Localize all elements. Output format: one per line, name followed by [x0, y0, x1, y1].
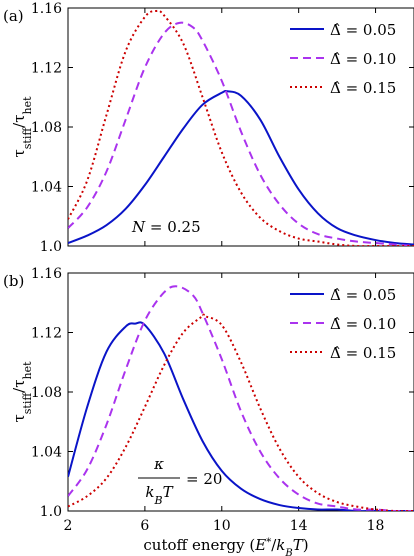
legend-label-3: Δ̂ = 0.15	[330, 79, 396, 97]
x-tick-label: 6	[140, 518, 149, 534]
y-tick-label: 1.08	[31, 385, 62, 401]
ticks-a: 1.0 1.04 1.08 1.12 1.16	[31, 1, 414, 255]
y-tick-label: 1.16	[31, 266, 62, 282]
y-tick-label: 1.04	[31, 445, 62, 461]
legend-label-1: Δ̂ = 0.05	[330, 21, 396, 39]
y-tick-label: 1.12	[31, 326, 62, 342]
ticks-b: 1.0 1.04 1.08 1.12 1.16 2 6 10 14 18	[31, 266, 414, 534]
curves-a	[68, 9, 414, 246]
annotation-a: N = 0.25	[131, 218, 201, 236]
series-line-1	[68, 89, 414, 246]
plot-frame-a	[67, 7, 414, 247]
legend-label-1: Δ̂ = 0.05	[330, 286, 396, 304]
annotation-b: κ kBT = 20	[138, 455, 222, 507]
y-tick-label: 1.08	[31, 120, 62, 136]
series-line-2	[68, 285, 414, 511]
series-line-2	[68, 21, 414, 246]
svg-text:= 20: = 20	[186, 470, 222, 488]
y-tick-label: 1.0	[40, 239, 62, 255]
x-tick-label: 2	[64, 518, 73, 534]
panel-a: 1.0 1.04 1.08 1.12 1.16 (a) τstiff/τhet N = …	[3, 1, 414, 255]
x-tick-label: 10	[213, 518, 231, 534]
x-tick-label: 14	[290, 518, 308, 534]
y-axis-label-a: τstiff/τhet	[10, 96, 34, 158]
y-tick-label: 1.16	[31, 1, 62, 17]
y-axis-label-b: τstiff/τhet	[10, 361, 34, 423]
x-tick-label: 18	[367, 518, 385, 534]
x-axis-label-b: cutoff energy (E*/kBT)	[143, 536, 308, 556]
y-tick-label: 1.0	[40, 504, 62, 520]
y-tick-label: 1.12	[31, 61, 62, 77]
legend-b: Δ̂ = 0.05 Δ̂ = 0.10 Δ̂ = 0.15	[290, 286, 396, 362]
panel-label-a: (a)	[3, 7, 24, 25]
legend-label-2: Δ̂ = 0.10	[330, 315, 396, 333]
y-tick-label: 1.04	[31, 180, 62, 196]
svg-text:kBT: kBT	[145, 483, 173, 507]
series-line-1	[68, 321, 414, 511]
series-line-3	[68, 9, 414, 246]
legend-label-2: Δ̂ = 0.10	[330, 50, 396, 68]
curves-b	[68, 285, 414, 511]
plot-frame-b	[67, 272, 414, 512]
panel-b: 1.0 1.04 1.08 1.12 1.16 2 6 10 14 18 (b) τstiff/τ…	[3, 266, 414, 556]
panel-label-b: (b)	[3, 272, 24, 290]
legend-a: Δ̂ = 0.05 Δ̂ = 0.10 Δ̂ = 0.15	[290, 21, 396, 97]
legend-label-3: Δ̂ = 0.15	[330, 344, 396, 362]
series-line-3	[68, 313, 414, 511]
svg-text:κ: κ	[153, 455, 164, 473]
